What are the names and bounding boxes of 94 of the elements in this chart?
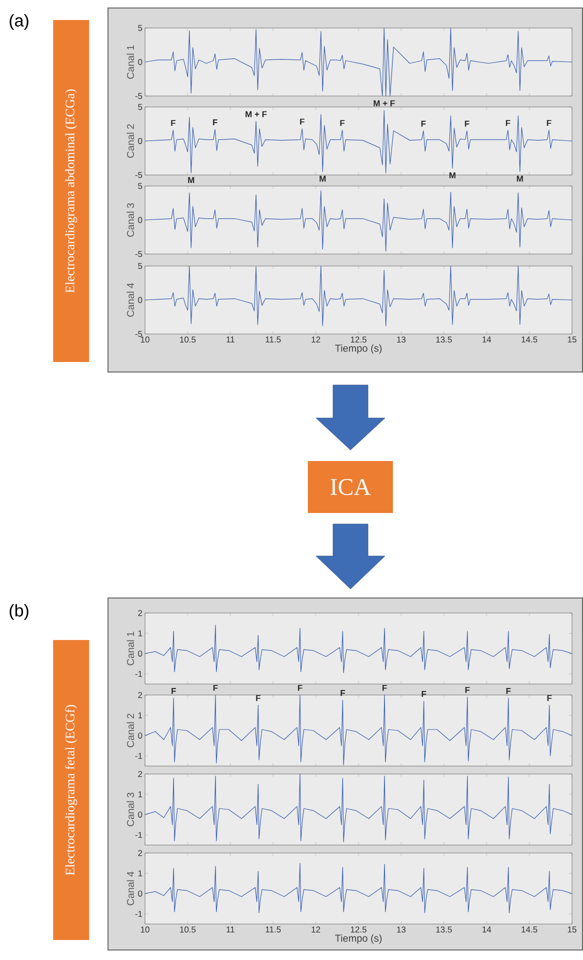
x-tick-label: 10.5 — [180, 336, 196, 343]
x-tick-label: 12.5 — [350, 336, 366, 343]
y-tick-label: -5 — [135, 93, 142, 99]
y-tick-label: 5 — [138, 104, 142, 110]
annotation: F — [300, 118, 304, 125]
y-axis-title: Canal 1 — [126, 632, 134, 666]
y-tick-label: 0 — [138, 297, 142, 304]
y-tick-label: 0 — [138, 732, 142, 739]
y-tick-label: -1 — [135, 752, 142, 759]
x-tick-label: 14 — [482, 926, 492, 932]
y-tick-label: 0 — [138, 59, 142, 66]
annotation: F — [546, 120, 552, 126]
x-tick-label: 14 — [482, 336, 492, 342]
x-tick-label: 12 — [312, 336, 320, 342]
x-tick-label: 11.5 — [266, 926, 281, 932]
x-tick-label: 14.5 — [522, 926, 538, 932]
x-tick-label: 10 — [140, 336, 150, 343]
x-tick-label: 13.5 — [436, 926, 452, 933]
annotation: F — [171, 120, 176, 126]
y-tick-label: 5 — [138, 263, 142, 269]
y-axis-title: Canal 4 — [126, 872, 134, 906]
annotation: M — [188, 177, 194, 184]
annotation: F — [382, 684, 387, 691]
text: (b) — [10, 604, 28, 620]
y-tick-label: -1 — [135, 832, 142, 838]
annotation: F — [422, 691, 426, 697]
annotation: F — [506, 688, 511, 694]
x-tick-label: 13 — [397, 336, 406, 343]
text: (a) — [10, 14, 28, 30]
annotation: F — [298, 684, 302, 691]
line-series — [144, 624, 572, 674]
y-tick-label: 5 — [138, 25, 142, 31]
annotation: M — [516, 176, 523, 182]
annotation: M — [449, 172, 456, 178]
x-tick-label: 10 — [140, 926, 150, 933]
y-tick-label: 2 — [138, 771, 142, 777]
text: Electrocardiograma fetal (ECGf) — [65, 705, 78, 876]
annotation: F — [172, 688, 176, 694]
line-series — [144, 190, 572, 252]
y-tick-label: 2 — [138, 610, 142, 616]
y-axis-title: Canal 3 — [126, 792, 134, 826]
y-axis-title: Canal 2 — [126, 714, 134, 748]
annotation: F — [340, 690, 345, 696]
y-tick-label: -1 — [135, 670, 142, 677]
x-axis-title: Tiempo (s) — [335, 344, 382, 354]
text: ICA — [330, 478, 371, 496]
x-tick-label: 13 — [397, 926, 406, 933]
x-axis-title: Tiempo (s) — [335, 934, 382, 944]
y-tick-label: -1 — [135, 910, 142, 917]
y-tick-label: 1 — [138, 870, 142, 876]
annotation: F — [464, 120, 470, 127]
x-tick-label: 14.5 — [522, 336, 538, 342]
x-tick-label: 15 — [568, 336, 576, 342]
y-tick-label: 0 — [138, 812, 142, 818]
y-axis-title: Canal 3 — [126, 203, 134, 237]
annotation: F — [465, 686, 470, 693]
y-axis-title: Canal 2 — [126, 124, 134, 158]
y-tick-label: 1 — [138, 791, 142, 798]
annotation: F — [340, 120, 345, 126]
annotation: M + F — [246, 111, 267, 118]
y-tick-label: -5 — [135, 172, 142, 178]
y-tick-label: 1 — [138, 712, 142, 718]
y-tick-label: 0 — [138, 650, 142, 657]
y-tick-label: 5 — [138, 183, 142, 189]
y-tick-label: 0 — [138, 217, 142, 224]
annotation: F — [547, 695, 552, 701]
y-tick-label: 0 — [138, 138, 142, 144]
x-tick-label: 11.5 — [266, 336, 281, 342]
line-series — [144, 862, 572, 914]
annotation: F — [213, 684, 218, 691]
annotation: F — [256, 695, 260, 701]
annotation: F — [421, 120, 426, 127]
annotation: M + F — [374, 100, 395, 106]
line-series — [144, 266, 572, 326]
x-tick-label: 11 — [226, 336, 234, 342]
annotation: M — [320, 176, 326, 182]
x-tick-label: 15 — [568, 926, 576, 932]
y-tick-label: 2 — [138, 850, 142, 856]
y-tick-label: 0 — [138, 890, 142, 897]
y-tick-label: 1 — [138, 630, 142, 636]
x-tick-label: 10.5 — [180, 926, 196, 933]
line-series — [144, 774, 572, 842]
annotation: F — [213, 119, 218, 126]
y-axis-title: Canal 4 — [126, 283, 134, 317]
x-tick-label: 12.5 — [350, 926, 366, 933]
y-axis-title: Canal 1 — [126, 45, 134, 79]
text: Electrocardiograma abdominal (ECGa) — [65, 89, 78, 293]
y-tick-label: -5 — [135, 251, 142, 257]
x-tick-label: 11 — [226, 926, 234, 932]
y-tick-label: -5 — [135, 331, 142, 337]
y-tick-label: 2 — [138, 692, 142, 698]
x-tick-label: 12 — [312, 926, 320, 932]
x-tick-label: 13.5 — [436, 336, 452, 343]
annotation: F — [506, 120, 510, 126]
